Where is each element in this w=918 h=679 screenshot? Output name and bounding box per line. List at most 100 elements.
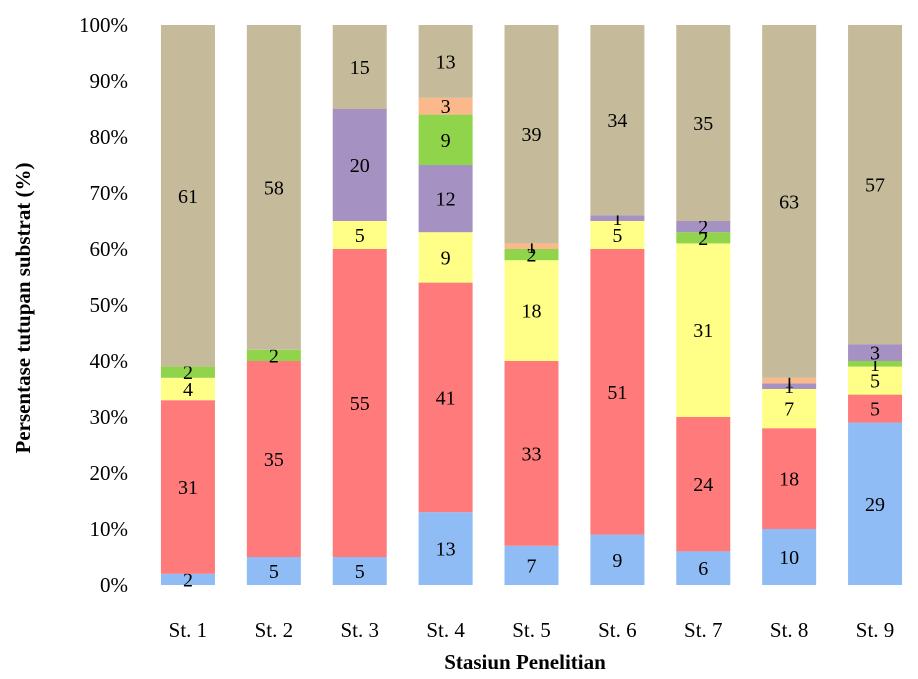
data-label: 1: [612, 208, 622, 230]
bar-segment: [762, 383, 817, 389]
x-axis-title: Stasiun Penelitian: [444, 650, 606, 674]
bar-segment: [504, 25, 559, 244]
bar-segment: [504, 249, 559, 261]
bar-segment: [590, 534, 645, 585]
data-label: 5: [870, 371, 880, 393]
bar-group: 6 24 31 22 35: [676, 25, 731, 585]
data-label: 1: [527, 236, 537, 258]
x-tick-label: St. 3: [340, 618, 379, 642]
y-axis-ticks: 0% 10% 20% 30% 40% 50% 60% 70% 80% 90% 100%: [79, 13, 128, 597]
bar-segment: [676, 551, 731, 585]
bar-segment: [418, 165, 473, 233]
data-label: 15: [350, 57, 370, 79]
bar-segment: [332, 25, 387, 109]
bar-segment: [762, 389, 817, 429]
bar-segment: [848, 394, 903, 423]
y-tick-label: 80%: [90, 125, 129, 149]
bar-group: 9 51 51 34: [590, 25, 645, 585]
bar-segment: [160, 366, 215, 378]
data-label: 9: [612, 550, 622, 572]
data-label: 31: [178, 477, 198, 499]
x-tick-label: St. 1: [169, 618, 208, 642]
data-label: 2: [698, 217, 708, 239]
data-label: 2: [527, 245, 537, 267]
bar-segment: [848, 361, 903, 367]
data-label: 55: [350, 393, 370, 415]
data-label: 5: [355, 225, 365, 247]
data-label: 9: [441, 247, 451, 269]
data-label: 58: [264, 177, 284, 199]
bar-segment: [332, 557, 387, 585]
bar-segment: [590, 249, 645, 535]
x-tick-label: St. 2: [255, 618, 294, 642]
data-label: 1: [784, 376, 794, 398]
data-label: 13: [436, 51, 456, 73]
bar-segment: [418, 25, 473, 98]
y-tick-label: 70%: [90, 181, 129, 205]
bar-segment: [848, 344, 903, 361]
data-label: 2: [183, 362, 193, 384]
bar-segment: [590, 215, 645, 221]
bar-segment: [504, 243, 559, 249]
x-axis-ticks: St. 1 St. 2 St. 3 St. 4 St. 5 St. 6 St. 7 St. 8…: [169, 618, 895, 642]
data-label: 9: [441, 130, 451, 152]
data-label: 10: [779, 547, 799, 569]
data-label: 5: [870, 399, 880, 421]
bar-segment: [504, 361, 559, 546]
x-tick-label: St. 6: [598, 618, 637, 642]
bar-segment: [676, 25, 731, 221]
y-tick-label: 40%: [90, 349, 129, 373]
data-label: 34: [607, 110, 627, 132]
y-tick-label: 20%: [90, 461, 129, 485]
data-label: 13: [436, 539, 456, 561]
data-label: 5: [612, 225, 622, 247]
bar-group: 7 33 18 21 39: [504, 25, 559, 585]
bar-segment: [332, 221, 387, 249]
bar-segment: [504, 545, 559, 585]
data-label: 6: [698, 558, 708, 580]
data-label: 63: [779, 191, 799, 213]
data-label: 12: [436, 189, 456, 211]
bar-segment: [848, 366, 903, 395]
bar-segment: [418, 232, 473, 283]
data-label: 57: [865, 175, 885, 197]
bar-segment: [160, 377, 215, 401]
data-label: 51: [607, 382, 627, 404]
bar-segment: [762, 428, 817, 529]
bar-segment: [676, 232, 731, 244]
data-label: 2: [183, 569, 193, 591]
bar-segment: [504, 260, 559, 361]
data-label: 33: [522, 443, 542, 465]
y-tick-label: 60%: [90, 237, 129, 261]
bar-segment: [848, 422, 903, 585]
y-tick-label: 10%: [90, 517, 129, 541]
data-label: 31: [693, 320, 713, 342]
bar-segment: [418, 97, 473, 115]
bar-segment: [676, 417, 731, 552]
y-tick-label: 0%: [100, 573, 128, 597]
x-tick-label: St. 7: [684, 618, 723, 642]
y-tick-label: 90%: [90, 69, 129, 93]
x-tick-label: St. 8: [770, 618, 809, 642]
y-axis-title: Persentase tutupan substrat (%): [11, 162, 35, 453]
bar-segment: [246, 361, 301, 557]
bar-segment: [246, 25, 301, 350]
data-label: 4: [183, 379, 193, 401]
data-label: 20: [350, 155, 370, 177]
bar-segment: [762, 377, 817, 384]
data-label: 7: [527, 555, 537, 577]
bar-segment: [418, 114, 473, 165]
x-tick-label: St. 4: [426, 618, 465, 642]
bar-segment: [418, 512, 473, 585]
bar-segment: [160, 573, 215, 585]
data-label: 35: [693, 113, 713, 135]
x-tick-label: St. 9: [856, 618, 895, 642]
data-label: 3: [441, 96, 451, 118]
bar-segment: [418, 282, 473, 513]
bar-segment: [676, 221, 731, 233]
